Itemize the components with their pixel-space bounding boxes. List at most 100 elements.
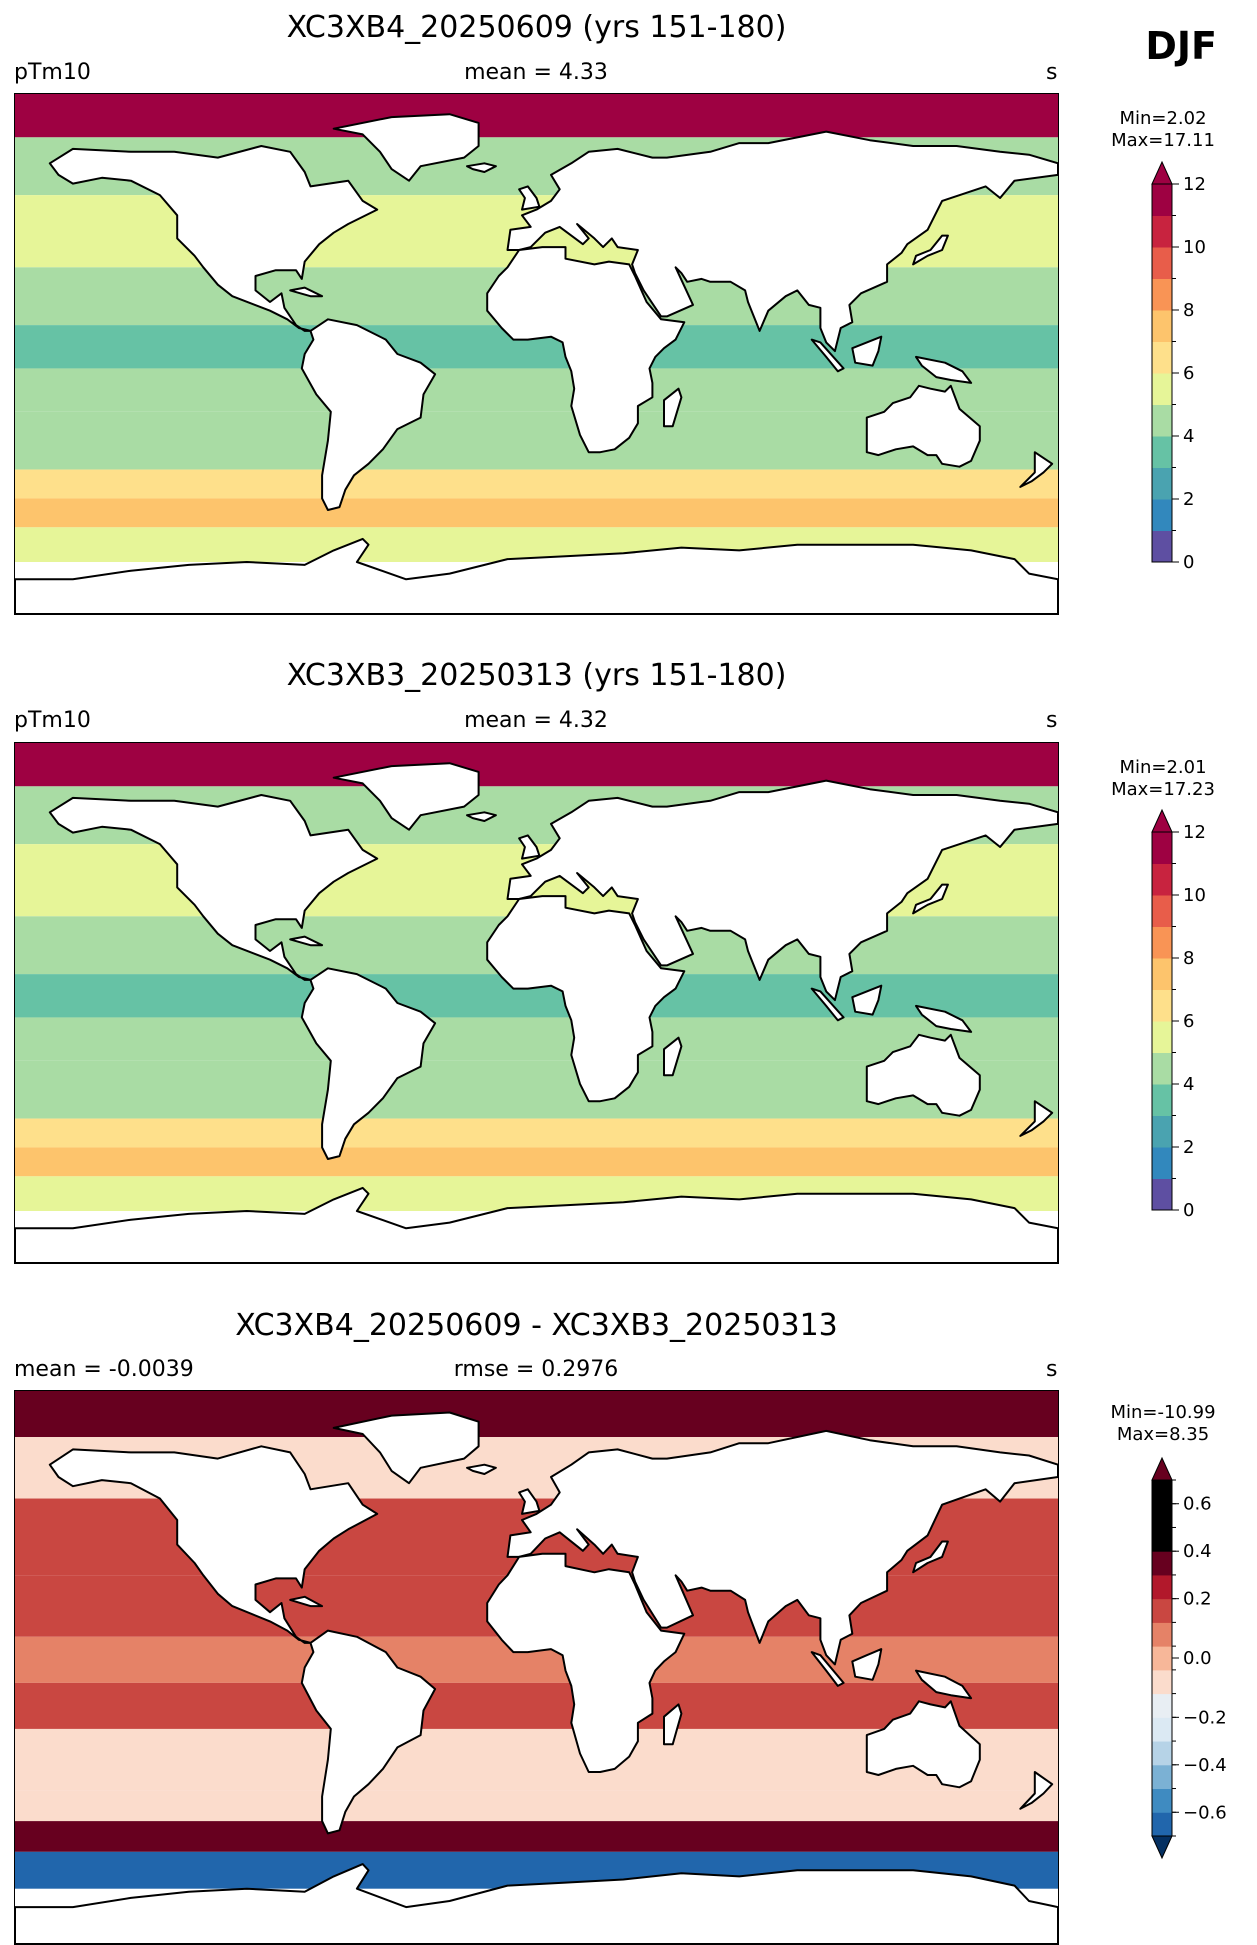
colorbar-tick-label: 4 (1183, 426, 1194, 447)
panel-3-units-label: s (1046, 1357, 1058, 1382)
colorbar-segment-1 (1152, 1147, 1172, 1179)
panel-2-map-svg (15, 743, 1058, 1263)
colorbar-segment-8 (1152, 278, 1172, 311)
colorbar-segment-6 (1152, 989, 1172, 1022)
colorbar-segment-3 (1152, 1741, 1172, 1766)
colorbar-segment-11 (1152, 1551, 1172, 1576)
land-sumatra (810, 1651, 845, 1687)
land-cuba (289, 1595, 324, 1608)
land-greenland (332, 762, 480, 831)
colorbar-segment-11 (1152, 832, 1172, 864)
land-madagascar (663, 1036, 683, 1077)
colorbar-segment-9 (1152, 895, 1172, 927)
colorbar-tick-label: −0.2 (1183, 1707, 1227, 1728)
panel-1-map (14, 93, 1059, 615)
land-eurasia (506, 779, 1058, 1002)
colorbar-tick-label: 0 (1183, 1200, 1194, 1221)
colorbar-tick-label: 12 (1183, 822, 1206, 843)
land-new-zealand (1019, 1100, 1054, 1137)
ocean-band-0 (15, 1391, 1058, 1438)
colorbar-segment-2 (1152, 1115, 1172, 1148)
colorbar-segment-6 (1152, 341, 1172, 374)
land-great-britain (518, 834, 541, 860)
land-africa (486, 895, 686, 1103)
land-japan (912, 1540, 949, 1574)
land-madagascar (663, 387, 683, 428)
land-south-america (300, 967, 437, 1160)
land-sumatra (810, 987, 845, 1022)
colorbar-segment-4 (1152, 404, 1172, 437)
land-greenland (332, 1411, 480, 1485)
colorbar-tick-label: 6 (1183, 1011, 1194, 1032)
colorbar-extend-min (1151, 1835, 1173, 1860)
colorbar-segment-0 (1152, 530, 1172, 563)
colorbar-segment-7 (1152, 1646, 1172, 1671)
panel-1-colorbar: 0 2 4 6 8 10 12 (1150, 160, 1220, 573)
land-japan (912, 883, 949, 915)
panel-1-units-label: s (1046, 60, 1058, 85)
colorbar-segment-5 (1152, 1021, 1172, 1053)
colorbar-segment-4 (1152, 1052, 1172, 1085)
colorbar-tick-label: 4 (1183, 1074, 1194, 1095)
land-cuba (289, 935, 324, 947)
panel-3-title: XC3XB4_20250609 - XC3XB3_20250313 (235, 1308, 838, 1343)
panel-1-minmax: Min=2.02 Max=17.11 (1111, 108, 1215, 151)
ocean-band-7 (15, 469, 1058, 499)
panel-3-colorbar: −0.6 −0.4 −0.2 0.0 0.2 0.4 0.6 (1150, 1456, 1227, 1860)
colorbar-tick-label: 8 (1183, 948, 1194, 969)
land-greenland (332, 113, 480, 182)
panel-2-variable-label: pTm10 (14, 708, 91, 733)
colorbar-segment-14 (1152, 1480, 1172, 1505)
colorbar-segment-10 (1152, 215, 1172, 248)
land-iceland (466, 1463, 497, 1475)
land-eurasia (506, 130, 1058, 353)
colorbar-tick-label: −0.4 (1183, 1755, 1227, 1776)
land-australia (865, 384, 981, 468)
colorbar-segment-9 (1152, 247, 1172, 279)
panel-3-minmax: Min=-10.99 Max=8.35 (1110, 1402, 1216, 1445)
land-iceland (466, 811, 497, 822)
panel-1-mean-label: mean = 4.33 (464, 60, 608, 85)
colorbar-segment-0 (1152, 1178, 1172, 1211)
land-new-guinea (915, 1004, 973, 1033)
colorbar-segment-2 (1152, 1764, 1172, 1790)
colorbar-segment-3 (1152, 436, 1172, 468)
panel-1-title: XC3XB4_20250609 (yrs 151-180) (286, 10, 787, 45)
panel-1-colorbar-svg: 0 2 4 6 8 10 12 (1151, 160, 1206, 573)
land-borneo (851, 335, 883, 367)
colorbar-extend-max (1151, 808, 1173, 833)
ocean-band-8 (15, 1147, 1058, 1177)
land-africa (486, 1552, 686, 1773)
colorbar-tick-label: 0.2 (1183, 1589, 1212, 1610)
land-australia (865, 1033, 981, 1117)
colorbar-tick-label: 2 (1183, 1137, 1194, 1158)
colorbar-segment-13 (1152, 1503, 1172, 1528)
land-iceland (466, 162, 497, 173)
land-new-zealand (1019, 1771, 1054, 1810)
land-eurasia (506, 1429, 1058, 1666)
colorbar-tick-label: 2 (1183, 489, 1194, 510)
panel-2-minmax: Min=2.01 Max=17.23 (1111, 757, 1215, 800)
land-cuba (289, 286, 324, 298)
panel-1-map-svg (15, 94, 1058, 614)
colorbar-segment-1 (1152, 1788, 1172, 1813)
land-north-america (48, 145, 379, 332)
colorbar-segment-1 (1152, 499, 1172, 531)
colorbar-tick-label: 8 (1183, 300, 1194, 321)
land-borneo (851, 984, 883, 1016)
colorbar-segment-2 (1152, 467, 1172, 500)
ocean-band-8 (15, 1821, 1058, 1852)
land-borneo (851, 1648, 883, 1681)
colorbar-segment-3 (1152, 1084, 1172, 1116)
colorbar-segment-5 (1152, 1693, 1172, 1718)
colorbar-segment-0 (1152, 1812, 1172, 1837)
colorbar-segment-12 (1152, 1527, 1172, 1552)
panel-3-map (14, 1390, 1059, 1945)
panel-3-colorbar-svg: −0.6 −0.4 −0.2 0.0 0.2 0.4 0.6 (1151, 1456, 1227, 1860)
season-label: DJF (1145, 24, 1217, 68)
colorbar-tick-label: 0.4 (1183, 1541, 1212, 1562)
land-new-guinea (915, 355, 973, 384)
land-africa (486, 246, 686, 454)
colorbar-segment-8 (1152, 926, 1172, 959)
colorbar-tick-label: 0.0 (1183, 1648, 1212, 1669)
